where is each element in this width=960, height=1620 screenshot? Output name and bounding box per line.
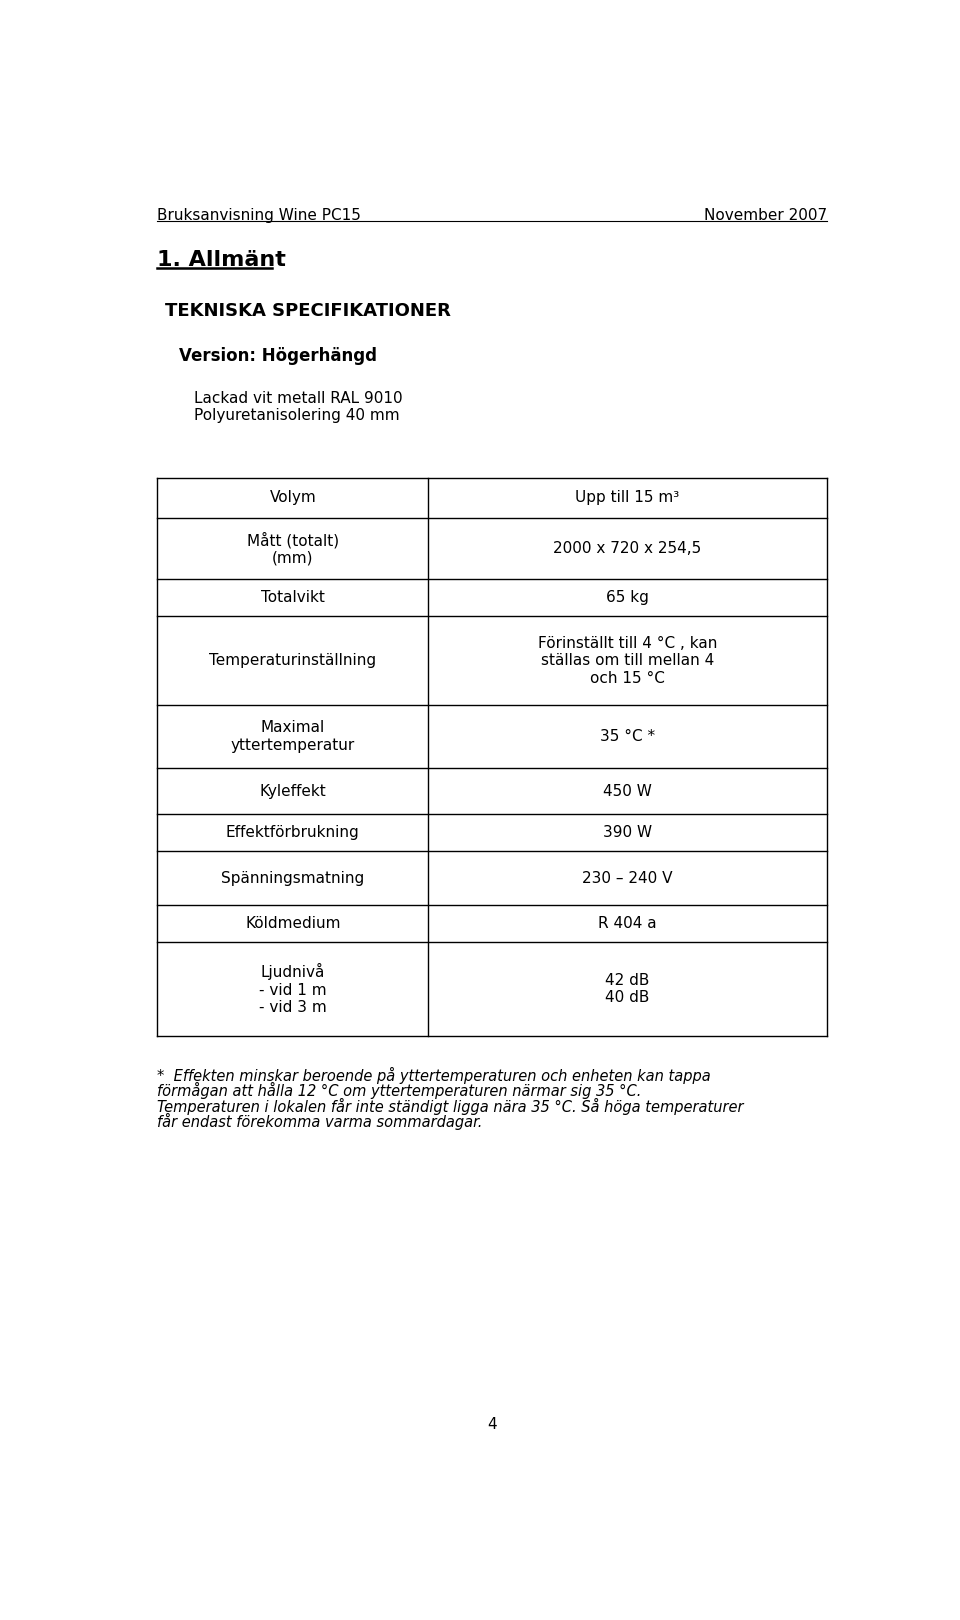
Text: Totalvikt: Totalvikt [261,590,324,606]
Text: Volym: Volym [270,491,316,505]
Text: Bruksanvisning Wine PC15: Bruksanvisning Wine PC15 [157,209,361,224]
Text: Mått (totalt)
(mm): Mått (totalt) (mm) [247,531,339,565]
Text: R 404 a: R 404 a [598,915,657,932]
Text: 390 W: 390 W [603,825,652,841]
Text: förmågan att hålla 12 °C om yttertemperaturen närmar sig 35 °C.: förmågan att hålla 12 °C om yttertempera… [157,1082,641,1100]
Text: *  Effekten minskar beroende på yttertemperaturen och enheten kan tappa: * Effekten minskar beroende på yttertemp… [157,1068,711,1084]
Text: får endast förekomma varma sommardagar.: får endast förekomma varma sommardagar. [157,1113,483,1131]
Text: 2000 x 720 x 254,5: 2000 x 720 x 254,5 [554,541,702,556]
Text: Lackad vit metall RAL 9010: Lackad vit metall RAL 9010 [194,390,403,405]
Text: 65 kg: 65 kg [606,590,649,606]
Text: TEKNISKA SPECIFIKATIONER: TEKNISKA SPECIFIKATIONER [165,303,451,321]
Text: 42 dB
40 dB: 42 dB 40 dB [606,974,650,1006]
Text: Version: Högerhängd: Version: Högerhängd [179,347,377,364]
Text: November 2007: November 2007 [704,209,827,224]
Text: 450 W: 450 W [603,784,652,799]
Text: 230 – 240 V: 230 – 240 V [583,870,673,886]
Text: Effektförbrukning: Effektförbrukning [226,825,360,841]
Text: Temperaturen i lokalen får inte ständigt ligga nära 35 °C. Så höga temperaturer: Temperaturen i lokalen får inte ständigt… [157,1098,744,1115]
Text: Kyleffekt: Kyleffekt [259,784,326,799]
Text: Förinställt till 4 °C , kan
ställas om till mellan 4
och 15 °C: Förinställt till 4 °C , kan ställas om t… [538,635,717,685]
Text: Temperaturinställning: Temperaturinställning [209,653,376,667]
Text: Maximal
yttertemperatur: Maximal yttertemperatur [230,721,355,753]
Text: Köldmedium: Köldmedium [245,915,341,932]
Text: Ljudnivå
- vid 1 m
- vid 3 m: Ljudnivå - vid 1 m - vid 3 m [259,964,326,1016]
Text: 4: 4 [487,1418,497,1432]
Text: Upp till 15 m³: Upp till 15 m³ [575,491,680,505]
Text: Polyuretanisolering 40 mm: Polyuretanisolering 40 mm [194,408,400,423]
Text: 1. Allmänt: 1. Allmänt [157,249,286,271]
Text: 35 °C *: 35 °C * [600,729,655,744]
Text: Spänningsmatning: Spänningsmatning [221,870,365,886]
